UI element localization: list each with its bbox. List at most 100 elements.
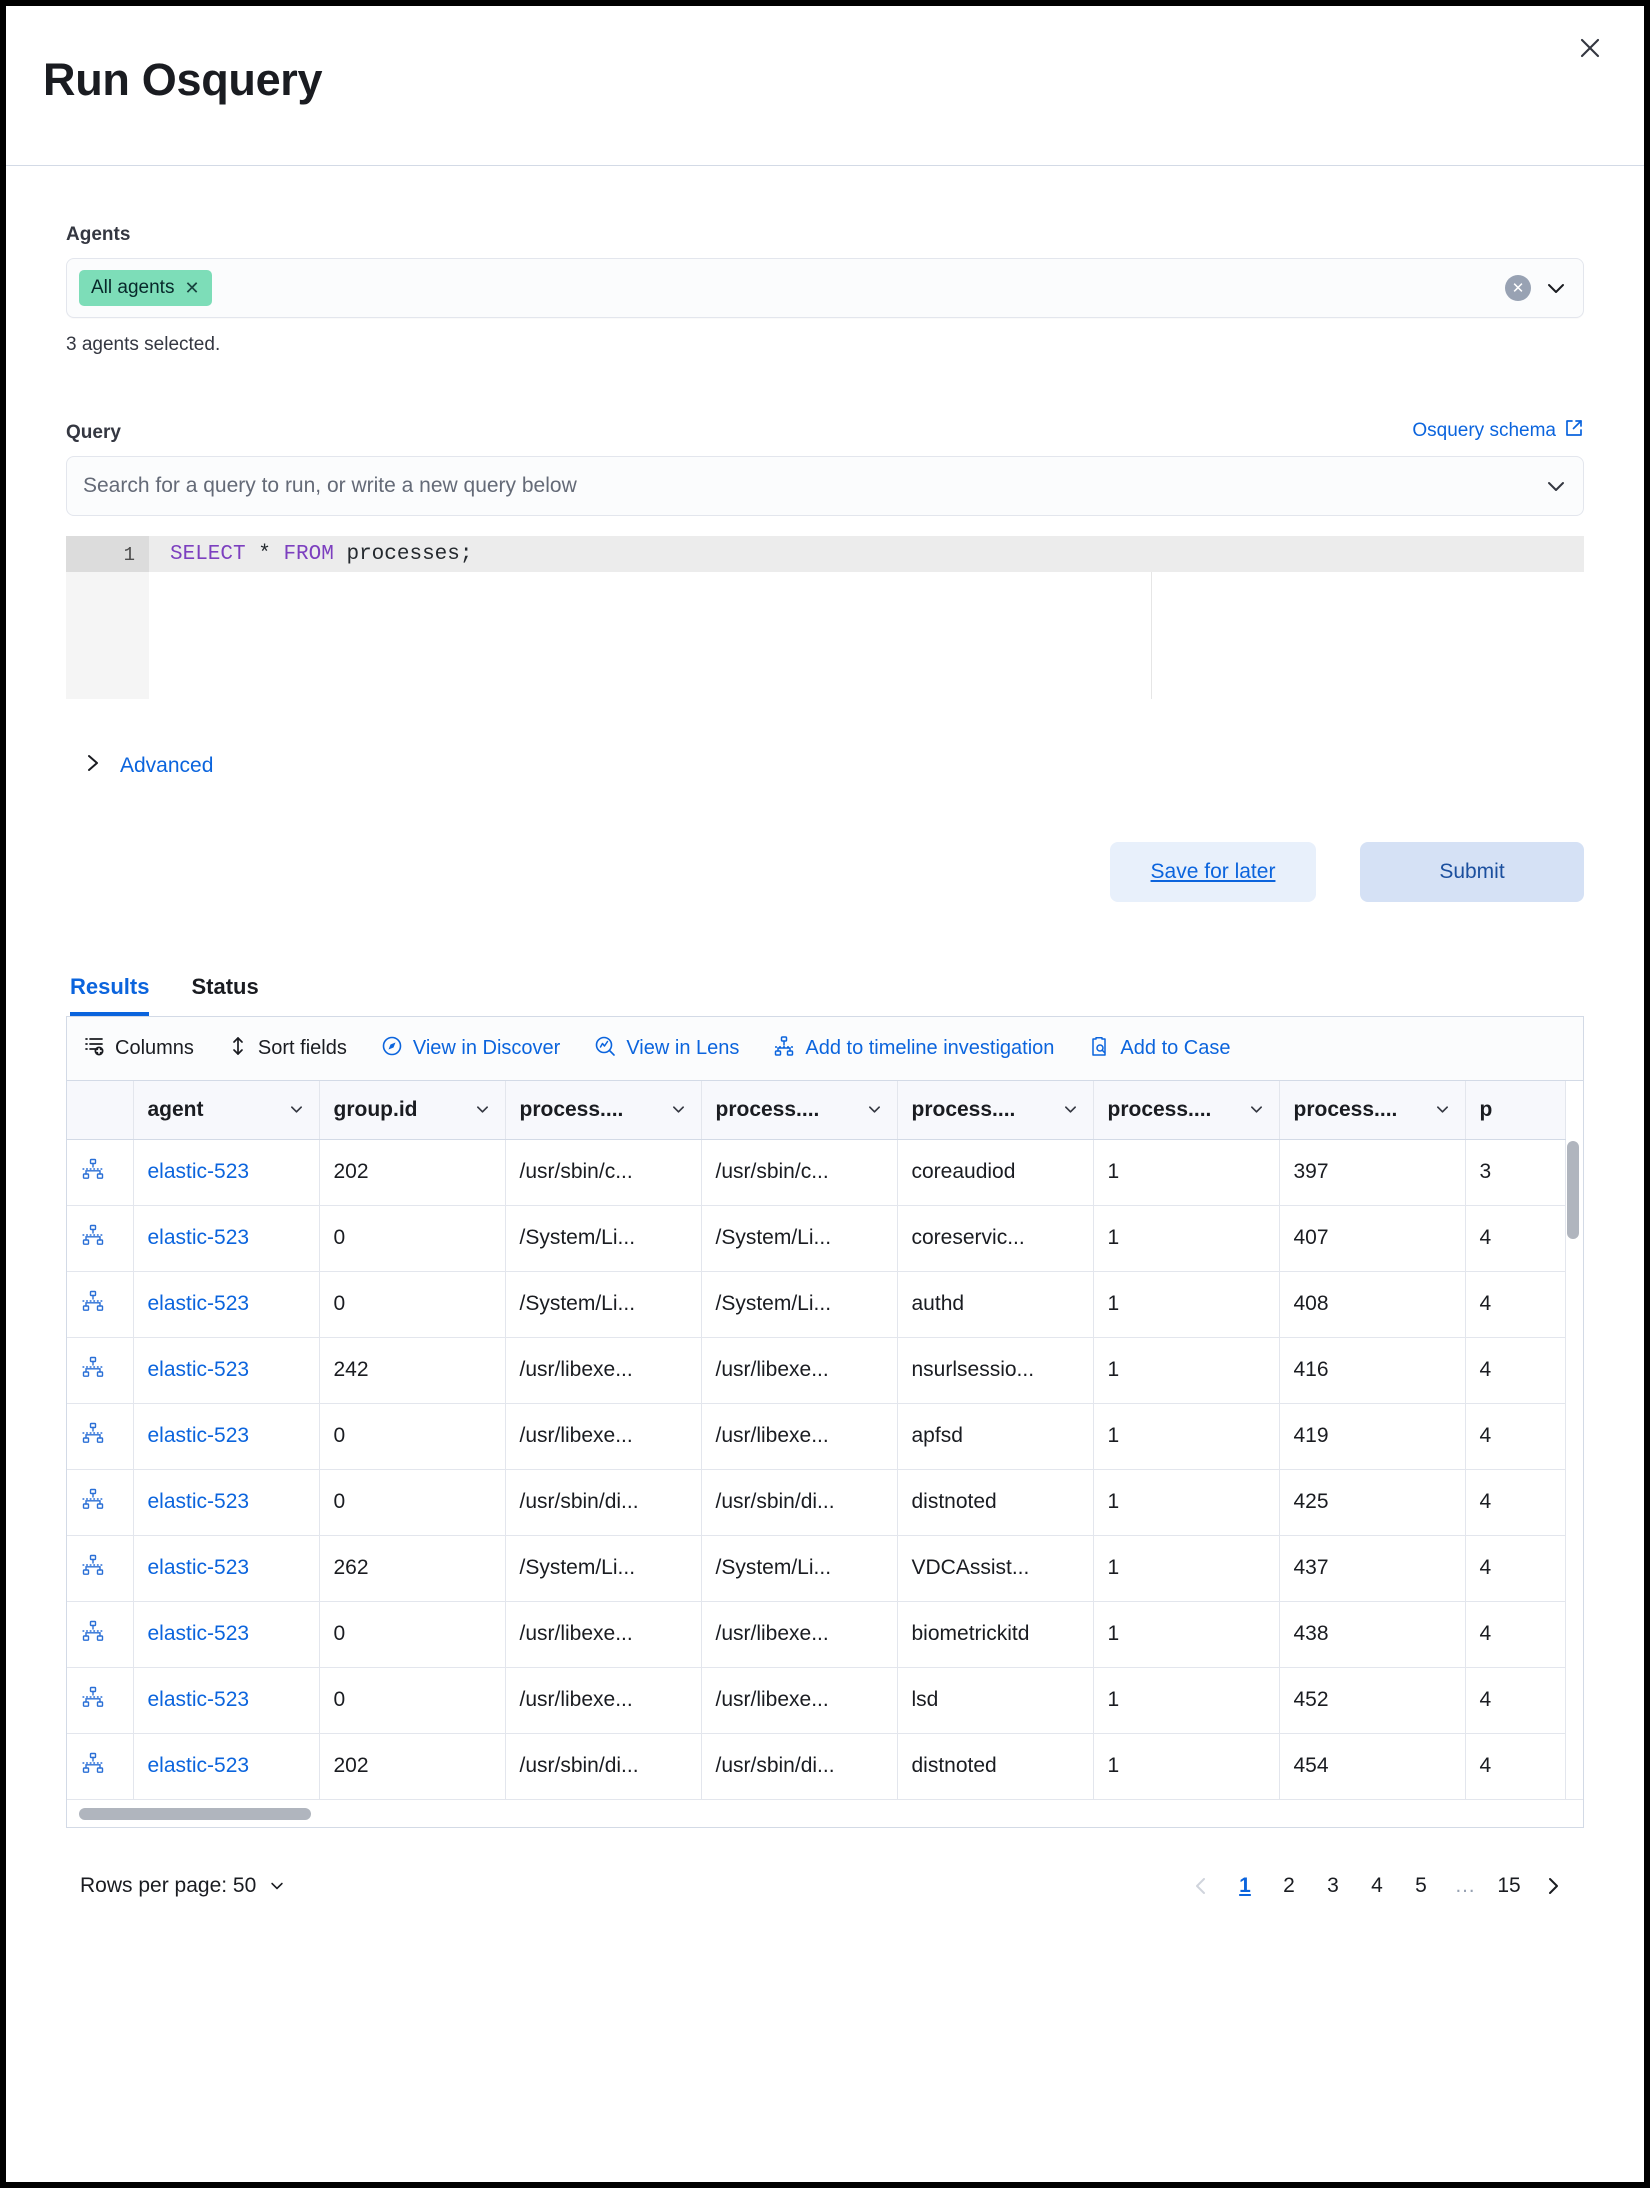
cell-process-c5: 407 xyxy=(1279,1205,1466,1272)
cell-agent: elastic-523 xyxy=(133,1139,320,1206)
agent-link[interactable]: elastic-523 xyxy=(147,1424,250,1447)
analyze-event-icon[interactable] xyxy=(67,1469,134,1536)
column-header-process-6[interactable]: p xyxy=(1465,1081,1566,1140)
modal-header: Run Osquery xyxy=(6,6,1644,166)
page-button-3[interactable]: 3 xyxy=(1327,1874,1339,1897)
analyze-event-icon[interactable] xyxy=(67,1337,134,1404)
cell-agent: elastic-523 xyxy=(133,1205,320,1272)
agent-link[interactable]: elastic-523 xyxy=(147,1688,250,1711)
advanced-toggle[interactable]: Advanced xyxy=(66,753,1584,778)
cell-process-c6: 4 xyxy=(1465,1403,1566,1470)
modal-body: Agents All agents ✕ ✕ 3 agents selected.… xyxy=(6,224,1644,1906)
clear-circle-icon[interactable]: ✕ xyxy=(1505,275,1531,301)
submit-button[interactable]: Submit xyxy=(1360,842,1584,902)
cell-process-c3: authd xyxy=(897,1271,1094,1338)
agent-link[interactable]: elastic-523 xyxy=(147,1160,250,1183)
sort-fields-label: Sort fields xyxy=(257,1037,347,1059)
agents-combobox[interactable]: All agents ✕ ✕ xyxy=(66,258,1584,318)
column-header-process-4[interactable]: process.... xyxy=(1093,1081,1280,1140)
analyze-event-icon[interactable] xyxy=(67,1733,134,1799)
cell-process-c4: 1 xyxy=(1093,1601,1280,1668)
cell-process-c4: 1 xyxy=(1093,1271,1280,1338)
query-code-editor[interactable]: 1 SELECT * FROM processes; xyxy=(66,536,1584,699)
cell-group-id: 0 xyxy=(319,1205,506,1272)
analyze-event-icon[interactable] xyxy=(67,1205,134,1272)
view-in-discover-button[interactable]: View in Discover xyxy=(381,1035,560,1063)
analyze-event-icon[interactable] xyxy=(67,1271,134,1338)
analyze-event-icon[interactable] xyxy=(67,1601,134,1668)
agent-link[interactable]: elastic-523 xyxy=(147,1490,250,1513)
next-page-button[interactable] xyxy=(1536,1866,1570,1906)
cell-process-c2: /usr/libexe... xyxy=(701,1403,898,1470)
column-header-agent[interactable]: agent xyxy=(133,1081,320,1140)
cell-group-id: 0 xyxy=(319,1601,506,1668)
cross-icon[interactable]: ✕ xyxy=(184,278,200,298)
view-in-lens-button[interactable]: View in Lens xyxy=(594,1035,739,1063)
case-icon xyxy=(1088,1035,1110,1063)
save-for-later-button[interactable]: Save for later xyxy=(1110,842,1316,902)
cell-process-c3: coreservic... xyxy=(897,1205,1094,1272)
osquery-schema-link[interactable]: Osquery schema xyxy=(1412,418,1584,444)
rows-per-page-select[interactable]: Rows per page: 50 xyxy=(80,1874,286,1898)
close-icon[interactable] xyxy=(1570,28,1610,68)
column-header-process-5[interactable]: process.... xyxy=(1279,1081,1466,1140)
sql-star: * xyxy=(245,543,284,566)
run-osquery-modal: Run Osquery Agents All agents ✕ ✕ 3 agen… xyxy=(6,6,1644,2182)
column-header-group-id[interactable]: group.id xyxy=(319,1081,506,1140)
form-actions: Save for later Submit xyxy=(66,842,1584,902)
agents-pill[interactable]: All agents ✕ xyxy=(79,270,212,306)
tab-results[interactable]: Results xyxy=(70,974,149,1016)
agent-link[interactable]: elastic-523 xyxy=(147,1556,250,1579)
cell-process-c6: 4 xyxy=(1465,1733,1566,1799)
sort-fields-button[interactable]: Sort fields xyxy=(228,1035,347,1063)
table-header-row: agent group.id xyxy=(67,1081,1566,1140)
chevron-down-icon xyxy=(290,1106,302,1113)
analyze-event-icon[interactable] xyxy=(67,1535,134,1602)
columns-button[interactable]: Columns xyxy=(83,1035,194,1063)
agent-link[interactable]: elastic-523 xyxy=(147,1358,250,1381)
cell-process-c4: 1 xyxy=(1093,1205,1280,1272)
editor-ruler xyxy=(1151,572,1152,699)
cell-group-id: 0 xyxy=(319,1667,506,1734)
lens-icon xyxy=(594,1035,616,1063)
chevron-down-icon[interactable] xyxy=(1545,475,1567,497)
agent-link[interactable]: elastic-523 xyxy=(147,1754,250,1777)
cell-agent: elastic-523 xyxy=(133,1271,320,1338)
page-button-2[interactable]: 2 xyxy=(1283,1874,1295,1897)
editor-line-number: 1 xyxy=(123,544,135,566)
columns-label: Columns xyxy=(115,1037,194,1059)
column-header-process-3[interactable]: process.... xyxy=(897,1081,1094,1140)
cell-process-c2: /System/Li... xyxy=(701,1205,898,1272)
grid-horizontal-scrollbar[interactable] xyxy=(67,1799,1583,1827)
query-header: Query Osquery schema xyxy=(66,418,1584,444)
cell-agent: elastic-523 xyxy=(133,1403,320,1470)
query-search-select[interactable]: Search for a query to run, or write a ne… xyxy=(66,456,1584,516)
column-header-process-2[interactable]: process.... xyxy=(701,1081,898,1140)
analyze-event-icon[interactable] xyxy=(67,1667,134,1734)
chevron-down-icon[interactable] xyxy=(1545,277,1567,299)
cell-process-c4: 1 xyxy=(1093,1139,1280,1206)
cell-process-c6: 4 xyxy=(1465,1667,1566,1734)
tab-status[interactable]: Status xyxy=(191,974,259,999)
table-row: elastic-523 262/System/Li.../System/Li...… xyxy=(67,1535,1566,1602)
page-button-15[interactable]: 15 xyxy=(1497,1874,1521,1897)
cell-process-c1: /System/Li... xyxy=(505,1535,702,1602)
grid-vertical-scrollbar[interactable] xyxy=(1567,1141,1579,1239)
cell-process-c5: 425 xyxy=(1279,1469,1466,1536)
analyze-event-icon[interactable] xyxy=(67,1403,134,1470)
agent-link[interactable]: elastic-523 xyxy=(147,1226,250,1249)
grid-horizontal-scroll-thumb[interactable] xyxy=(79,1808,311,1820)
add-to-case-button[interactable]: Add to Case xyxy=(1088,1035,1231,1063)
page-button-1[interactable]: 1 xyxy=(1239,1874,1251,1897)
cell-process-c3: VDCAssist... xyxy=(897,1535,1094,1602)
table-row: elastic-523 0/usr/libexe.../usr/libexe...… xyxy=(67,1601,1566,1668)
agent-link[interactable]: elastic-523 xyxy=(147,1292,250,1315)
add-to-timeline-button[interactable]: Add to timeline investigation xyxy=(773,1035,1054,1063)
page-button-5[interactable]: 5 xyxy=(1415,1874,1427,1897)
page-button-4[interactable]: 4 xyxy=(1371,1874,1383,1897)
cell-process-c1: /usr/libexe... xyxy=(505,1337,702,1404)
agent-link[interactable]: elastic-523 xyxy=(147,1622,250,1645)
previous-page-button[interactable] xyxy=(1184,1866,1218,1906)
analyze-event-icon[interactable] xyxy=(67,1139,134,1206)
column-header-process-1[interactable]: process.... xyxy=(505,1081,702,1140)
